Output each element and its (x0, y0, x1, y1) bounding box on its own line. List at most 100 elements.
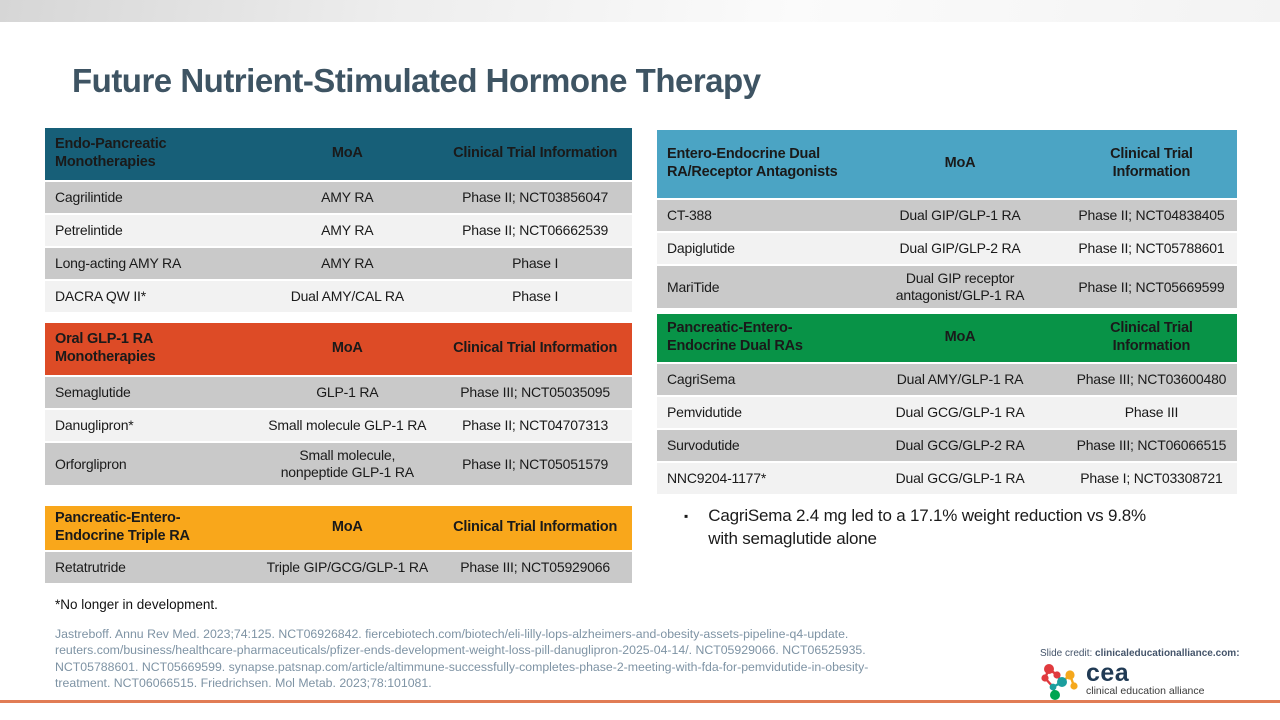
slide-credit-label: Slide credit: (1040, 648, 1093, 659)
table-cell: Phase III; NCT03600480 (1076, 371, 1227, 388)
table-cell: Dual GCG/GLP-1 RA (895, 404, 1025, 421)
table-pancreatic-entero-endocrine-dual-ras: Pancreatic-Entero-Endocrine Dual RAs MoA C… (657, 314, 1237, 495)
table-cell: Dual GCG/GLP-2 RA (895, 437, 1025, 454)
table-header-row: Entero-Endocrine Dual RA/Receptor Antago… (657, 130, 1237, 198)
table-cell: Orforglipron (55, 455, 127, 472)
bullet-text: CagriSema 2.4 mg led to a 17.1% weight r… (708, 506, 1146, 548)
table-cell: Phase III (1124, 404, 1179, 421)
cea-brand-name: cea (1086, 659, 1130, 687)
table-row: Danuglipron* Small molecule GLP-1 RA Phase… (45, 408, 632, 441)
cea-logo-text: cea clinical education alliance (1086, 659, 1205, 698)
table-cell: Small molecule, nonpeptide GLP-1 RA (280, 447, 414, 481)
table-row: Long-acting AMY RA AMY RA Phase I (45, 246, 632, 279)
table-cell: DACRA QW II* (55, 287, 146, 304)
bullet-square-icon: ▪ (684, 509, 689, 523)
table-row: CagriSema Dual AMY/GLP-1 RA Phase III; NCT… (657, 362, 1237, 396)
table-header-cell: Clinical Trial Information (453, 519, 618, 536)
table-header-cell: MoA (944, 155, 976, 172)
table-cell: Dapiglutide (667, 239, 735, 256)
table-row: MariTide Dual GIP receptor antagonist/GLP… (657, 264, 1237, 309)
table-pancreatic-entero-endocrine-triple-ra: Pancreatic-Entero-Endocrine Triple RA MoA… (45, 506, 632, 584)
table-header-cell: Oral GLP-1 RA Monotherapies (55, 331, 156, 365)
table-cell: Phase II; NCT06662539 (462, 221, 609, 238)
table-header-row: Oral GLP-1 RA Monotherapies MoA Clinical T… (45, 323, 632, 375)
table-row: Pemvidutide Dual GCG/GLP-1 RA Phase III (657, 395, 1237, 429)
table-cell: Small molecule GLP-1 RA (268, 416, 427, 433)
right-table-column: Entero-Endocrine Dual RA/Receptor Antago… (657, 130, 1237, 495)
table-row: CT-388 Dual GIP/GLP-1 RA Phase II; NCT0483… (657, 198, 1237, 231)
table-cell: Cagrilintide (55, 188, 123, 205)
table-row: DACRA QW II* Dual AMY/CAL RA Phase I (45, 279, 632, 312)
table-cell: Phase II; NCT04838405 (1078, 206, 1225, 223)
table-cell: Phase II; NCT05669599 (1078, 278, 1225, 295)
table-cell: Retatrutride (55, 559, 126, 576)
table-cell: Phase II; NCT03856047 (462, 188, 609, 205)
table-cell: Semaglutide (55, 383, 131, 400)
table-cell: NNC9204-1177* (667, 470, 767, 487)
table-cell: Phase I; NCT03308721 (1080, 470, 1223, 487)
left-table-column: Endo-Pancreatic Monotherapies MoA Clinical… (45, 128, 632, 584)
table-cell: Dual GIP receptor antagonist/GLP-1 RA (895, 270, 1025, 304)
table-header-cell: MoA (331, 145, 363, 162)
table-cell: Dual GCG/GLP-1 RA (895, 470, 1025, 487)
table-cell: Triple GIP/GCG/GLP-1 RA (266, 559, 429, 576)
bottom-white-strip (0, 703, 1280, 720)
top-gradient-bar (0, 0, 1280, 22)
table-header-cell: Clinical Trial Information (453, 340, 618, 357)
table-row: Survodutide Dual GCG/GLP-2 RA Phase III; N… (657, 428, 1237, 462)
table-cell: Petrelintide (55, 221, 123, 238)
slide-credit-site: clinicaleducationalliance.com: (1095, 648, 1240, 659)
table-header-cell: Entero-Endocrine Dual RA/Receptor Antago… (667, 146, 838, 180)
table-cell: CT-388 (667, 206, 712, 223)
table-cell: Dual AMY/CAL RA (290, 287, 404, 304)
table-cell: Pemvidutide (667, 404, 742, 421)
table-row: Dapiglutide Dual GIP/GLP-2 RA Phase II; NC… (657, 231, 1237, 264)
table-header-row: Pancreatic-Entero-Endocrine Triple RA MoA… (45, 506, 632, 551)
table-header-cell: Endo-Pancreatic Monotherapies (55, 136, 167, 170)
table-cell: Long-acting AMY RA (55, 254, 182, 271)
table-cell: AMY RA (321, 188, 374, 205)
table-cell: Phase III; NCT05929066 (460, 559, 610, 576)
table-cell: Phase I (512, 287, 559, 304)
table-header-cell: MoA (944, 329, 976, 346)
table-endo-pancreatic-monotherapies: Endo-Pancreatic Monotherapies MoA Clinical… (45, 128, 632, 312)
table-header-cell: Pancreatic-Entero-Endocrine Triple RA (55, 510, 190, 545)
table-row: Petrelintide AMY RA Phase II; NCT06662539 (45, 213, 632, 246)
footnote: *No longer in development. (55, 597, 218, 612)
page-title: Future Nutrient-Stimulated Hormone Thera… (72, 62, 761, 99)
cea-molecule-icon (1041, 664, 1078, 700)
table-cell: Phase II; NCT05051579 (462, 455, 609, 472)
table-header-cell: Clinical Trial Information (1110, 320, 1193, 355)
table-cell: MariTide (667, 278, 720, 295)
table-row: Retatrutride Triple GIP/GCG/GLP-1 RA Phase… (45, 550, 632, 584)
table-cell: Danuglipron* (55, 416, 134, 433)
table-row: Cagrilintide AMY RA Phase II; NCT03856047 (45, 180, 632, 213)
bottom-accent-line (0, 700, 1280, 703)
table-row: Semaglutide GLP-1 RA Phase III; NCT0503509… (45, 375, 632, 408)
table-cell: AMY RA (321, 221, 374, 238)
table-cell: AMY RA (321, 254, 374, 271)
table-cell: Phase II; NCT04707313 (462, 416, 609, 433)
table-header-cell: Pancreatic-Entero-Endocrine Dual RAs (667, 320, 803, 355)
cagrisema-bullet: ▪ CagriSema 2.4 mg led to a 17.1% weight… (684, 505, 1204, 551)
table-cell: Survodutide (667, 437, 740, 454)
references-text: Jastreboff. Annu Rev Med. 2023;74:125. N… (55, 627, 869, 691)
cea-logo: cea clinical education alliance (1040, 659, 1205, 702)
table-oral-glp1-ra-monotherapies: Oral GLP-1 RA Monotherapies MoA Clinical T… (45, 323, 632, 486)
table-row: NNC9204-1177* Dual GCG/GLP-1 RA Phase I; N… (657, 461, 1237, 495)
table-cell: Phase III; NCT05035095 (460, 383, 610, 400)
slide-credit: Slide credit: clinicaleducationalliance.… (1040, 648, 1240, 659)
table-header-cell: MoA (331, 340, 363, 357)
table-cell: Phase II; NCT05788601 (1078, 239, 1225, 256)
table-cell: CagriSema (667, 371, 736, 388)
table-cell: Dual GIP/GLP-2 RA (899, 239, 1021, 256)
table-header-cell: MoA (331, 519, 363, 536)
table-header-cell: Clinical Trial Information (1110, 146, 1193, 180)
cea-tagline: clinical education alliance (1086, 685, 1205, 697)
table-cell: GLP-1 RA (316, 383, 379, 400)
table-row: Orforglipron Small molecule, nonpeptide G… (45, 441, 632, 486)
table-header-row: Pancreatic-Entero-Endocrine Dual RAs MoA C… (657, 314, 1237, 363)
table-cell: Dual AMY/GLP-1 RA (896, 371, 1024, 388)
table-cell: Dual GIP/GLP-1 RA (899, 206, 1021, 223)
